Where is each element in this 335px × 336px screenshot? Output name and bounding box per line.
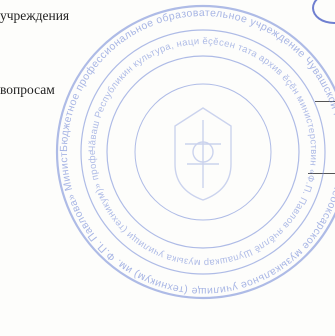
signature-line [308,173,335,174]
signature-line [315,101,335,102]
seal-outer-ring [55,4,335,300]
official-seal: Бюджетное профессиональное образовательн… [55,4,335,300]
document-text-line: вопросам [0,82,55,97]
seal-inner-ring [106,55,300,249]
document-text-line: учреждения [0,8,70,23]
seal-inner-text: Чăваш Республикин культура, наци ĕçĕсен … [55,4,319,268]
seal-middle-ring [80,29,326,275]
coat-of-arms-icon [174,107,232,201]
seal-core-ring [134,83,272,221]
